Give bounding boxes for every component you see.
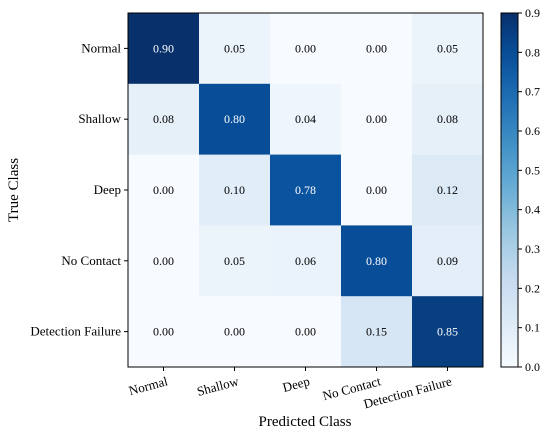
heatmap-cell bbox=[341, 296, 413, 368]
cell-value-label: 0.00 bbox=[366, 183, 387, 197]
heatmap-cell bbox=[270, 83, 342, 156]
cell-value-label: 0.00 bbox=[295, 41, 316, 55]
colorbar-tick-label: 0.5 bbox=[525, 163, 540, 177]
colorbar-tick-label: 0.9 bbox=[525, 6, 540, 20]
colorbar-tick-label: 0.0 bbox=[525, 360, 540, 374]
heatmap-cell bbox=[199, 225, 271, 297]
cell-value-label: 0.05 bbox=[437, 41, 458, 55]
colorbar-tick-label: 0.8 bbox=[525, 45, 540, 59]
cell-value-label: 0.78 bbox=[295, 183, 316, 197]
heatmap-cell bbox=[199, 83, 271, 156]
colorbar-tick-label: 0.7 bbox=[525, 85, 540, 99]
heatmap-cell bbox=[270, 154, 342, 226]
cell-value-label: 0.05 bbox=[224, 41, 245, 55]
colorbar-tick-label: 0.4 bbox=[525, 203, 540, 217]
cell-value-label: 0.80 bbox=[224, 112, 245, 126]
heatmap-cell bbox=[128, 154, 200, 226]
cell-value-label: 0.04 bbox=[295, 112, 316, 126]
heatmap-cell bbox=[412, 296, 484, 368]
cell-value-label: 0.85 bbox=[437, 325, 458, 339]
heatmap-cell bbox=[128, 83, 200, 156]
cell-value-label: 0.00 bbox=[224, 325, 245, 339]
heatmap-cell bbox=[341, 225, 413, 297]
heatmap-cell bbox=[199, 13, 271, 85]
cell-value-label: 0.09 bbox=[437, 254, 458, 268]
colorbar bbox=[500, 12, 519, 368]
colorbar-tick-label: 0.2 bbox=[525, 281, 540, 295]
colorbar-tick-label: 0.1 bbox=[525, 321, 540, 335]
heatmap-cell bbox=[270, 225, 342, 297]
cell-value-label: 0.15 bbox=[366, 325, 387, 339]
y-tick-label: Deep bbox=[94, 182, 121, 197]
heatmap-cell bbox=[412, 225, 484, 297]
heatmap-cell bbox=[412, 154, 484, 226]
cell-value-label: 0.00 bbox=[366, 112, 387, 126]
cell-value-label: 0.00 bbox=[366, 41, 387, 55]
cell-value-label: 0.12 bbox=[437, 183, 458, 197]
heatmap-cell bbox=[412, 13, 484, 85]
cell-value-label: 0.00 bbox=[153, 325, 174, 339]
heatmap-cell bbox=[341, 154, 413, 226]
heatmap-cell bbox=[270, 13, 342, 85]
cell-value-label: 0.08 bbox=[437, 112, 458, 126]
heatmap-cell bbox=[341, 13, 413, 85]
heatmap-cell bbox=[128, 296, 200, 368]
y-axis-ticks: Normal Shallow Deep No Contact Detection Fai… bbox=[30, 40, 128, 339]
y-tick-label: Normal bbox=[81, 40, 121, 55]
heatmap-cell-labels: 0.90 0.05 0.00 0.00 0.05 0.08 0.80 0.04 0.00 0.08… bbox=[153, 41, 458, 338]
x-tick-label: Shallow bbox=[195, 373, 241, 399]
cell-value-label: 0.80 bbox=[366, 254, 387, 268]
colorbar-tick-label: 0.3 bbox=[525, 242, 540, 256]
cell-value-label: 0.00 bbox=[295, 325, 316, 339]
x-tick-label: Normal bbox=[127, 373, 170, 398]
cell-value-label: 0.00 bbox=[153, 254, 174, 268]
heatmap-cell bbox=[199, 296, 271, 368]
y-tick-label: Detection Failure bbox=[30, 324, 121, 339]
heatmap-cell bbox=[341, 83, 413, 156]
cell-value-label: 0.05 bbox=[224, 254, 245, 268]
heatmap-cell bbox=[199, 154, 271, 226]
colorbar-tick-label: 0.6 bbox=[525, 124, 540, 138]
y-tick-label: No Contact bbox=[61, 253, 121, 268]
y-tick-label: Shallow bbox=[78, 111, 121, 126]
colorbar-ticks: 0.0 0.1 0.2 0.3 0.4 0.5 0.6 0.7 0.8 0.9 bbox=[518, 6, 540, 374]
x-tick-label: Deep bbox=[281, 373, 311, 395]
cell-value-label: 0.06 bbox=[295, 254, 316, 268]
heatmap-cell bbox=[128, 225, 200, 297]
heatmap-cell bbox=[128, 13, 200, 85]
cell-value-label: 0.00 bbox=[153, 183, 174, 197]
heatmap-cell bbox=[412, 83, 484, 156]
y-axis-label: True Class bbox=[6, 158, 22, 222]
heatmap-cells bbox=[128, 13, 484, 368]
x-axis-label: Predicted Class bbox=[259, 414, 352, 430]
cell-value-label: 0.10 bbox=[224, 183, 245, 197]
heatmap-cell bbox=[270, 296, 342, 368]
cell-value-label: 0.08 bbox=[153, 112, 174, 126]
cell-value-label: 0.90 bbox=[153, 41, 174, 55]
